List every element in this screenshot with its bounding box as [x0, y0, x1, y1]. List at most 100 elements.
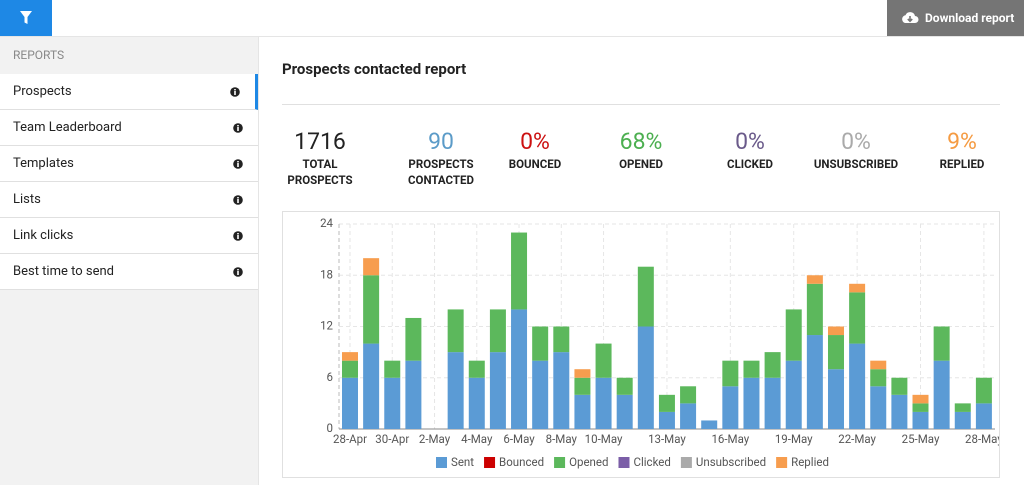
- stat: 0% UNSUBSCRIBED: [806, 128, 906, 172]
- stat-label: BOUNCED: [508, 157, 562, 171]
- bar-segment: [363, 343, 380, 429]
- sidebar-item[interactable]: Link clicks: [0, 218, 258, 254]
- bar-segment: [680, 386, 697, 404]
- legend-swatch: [436, 457, 447, 468]
- bar-segment: [975, 403, 992, 429]
- sidebar-item[interactable]: Prospects: [0, 74, 258, 110]
- info-icon: [230, 87, 240, 97]
- bar-segment: [553, 326, 570, 353]
- bar-segment: [574, 394, 591, 429]
- download-label: Download report: [925, 11, 1015, 25]
- bar-segment: [743, 377, 760, 429]
- bar-segment: [384, 360, 401, 378]
- sidebar-item[interactable]: Team Leaderboard: [0, 110, 258, 146]
- legend-label: Sent: [451, 455, 474, 469]
- sidebar-item[interactable]: Templates: [0, 146, 258, 182]
- sidebar-item-label: Lists: [13, 192, 41, 207]
- x-tick-label: 30-Apr: [375, 432, 409, 446]
- bar-segment: [595, 377, 612, 429]
- stat-value: 0%: [520, 128, 550, 155]
- bar-segment: [511, 232, 528, 310]
- download-button[interactable]: Download report: [887, 0, 1024, 36]
- bar-segment: [616, 377, 633, 395]
- legend-swatch: [484, 457, 496, 468]
- sidebar-item-label: Team Leaderboard: [13, 120, 122, 135]
- legend-label: Bounced: [499, 455, 544, 469]
- bar-segment: [827, 369, 844, 429]
- stat-value: 0%: [841, 128, 871, 155]
- bar-segment: [363, 275, 380, 344]
- bar-segment: [532, 360, 549, 429]
- bar-segment: [553, 352, 570, 429]
- y-tick-label: 24: [320, 216, 333, 230]
- bar-segment: [933, 326, 950, 361]
- x-tick-label: 4-May: [461, 432, 493, 446]
- stat-label: PROSPECTS CONTACTED: [408, 157, 474, 187]
- bar-segment: [574, 369, 591, 378]
- bar-segment: [975, 377, 992, 404]
- top-bar: Download report: [0, 0, 1024, 37]
- bar-segment: [701, 420, 718, 429]
- sidebar-item[interactable]: Best time to send: [0, 254, 258, 290]
- legend-swatch: [554, 457, 566, 468]
- bar-segment: [954, 411, 971, 429]
- bar-segment: [827, 335, 844, 370]
- bar-segment: [447, 352, 464, 429]
- bar-segment: [405, 317, 422, 361]
- stat: 68% OPENED: [591, 128, 691, 172]
- bar-segment: [785, 360, 802, 429]
- legend-swatch: [776, 457, 788, 468]
- stat: 0% CLICKED: [700, 128, 800, 172]
- bar-segment: [447, 309, 464, 353]
- sidebar-item-label: Templates: [13, 156, 74, 171]
- bar-segment: [806, 275, 823, 284]
- bar-segment: [342, 377, 358, 429]
- separator: [282, 104, 1000, 105]
- bar-segment: [489, 352, 506, 429]
- y-tick-label: 12: [320, 319, 333, 333]
- sidebar-item[interactable]: Lists: [0, 182, 258, 218]
- bar-segment: [870, 386, 887, 429]
- bar-segment: [849, 343, 866, 429]
- bar-segment: [637, 326, 654, 429]
- x-tick-label: 28-Apr: [333, 432, 367, 446]
- stat: 1716 TOTAL PROSPECTS: [270, 128, 370, 188]
- info-icon: [233, 123, 243, 133]
- bar-segment: [658, 394, 675, 412]
- bar-segment: [384, 377, 401, 429]
- info-icon: [233, 159, 243, 169]
- bar-segment: [722, 386, 739, 429]
- chart-box: 0 6 12 18 24 28-Apr 30-Apr 2-May 4-May 6-May 8-May…: [282, 211, 1000, 478]
- legend-label: Clicked: [633, 455, 670, 469]
- filter-icon: [20, 11, 32, 24]
- bar-segment: [849, 283, 866, 293]
- chart: 0 6 12 18 24 28-Apr 30-Apr 2-May 4-May 6-May 8-May…: [320, 216, 999, 469]
- x-tick-label: 2-May: [419, 432, 451, 446]
- bar-segment: [574, 377, 591, 395]
- bar-segment: [806, 283, 823, 336]
- sidebar-items: Prospects Team Leaderboard Templates Lists L…: [0, 74, 258, 290]
- bar-segment: [764, 377, 781, 429]
- bar-segment: [870, 369, 887, 387]
- sidebar: REPORTS Prospects Team Leaderboard Templat…: [0, 37, 259, 485]
- bar-segment: [827, 326, 844, 336]
- x-tick-label: 16-May: [711, 432, 749, 446]
- legend-swatch: [680, 457, 692, 468]
- x-tick-label: 6-May: [503, 432, 535, 446]
- bar-segment: [891, 377, 908, 395]
- x-tick-label: 8-May: [546, 432, 578, 446]
- info-icon: [233, 267, 243, 277]
- sidebar-heading: REPORTS: [13, 48, 65, 62]
- info-icon: [233, 231, 243, 241]
- bar-segment: [785, 309, 802, 361]
- cloud-icon: [902, 12, 919, 23]
- stat-value: 1716: [294, 128, 346, 155]
- bar-segment: [342, 352, 358, 361]
- bar-segment: [722, 360, 739, 387]
- bar-segment: [405, 360, 422, 429]
- bar-segment: [637, 266, 654, 327]
- y-tick-label: 18: [320, 267, 333, 281]
- filter-button[interactable]: [0, 0, 52, 36]
- sidebar-item-label: Best time to send: [13, 264, 114, 279]
- x-tick-label: 25-May: [902, 432, 940, 446]
